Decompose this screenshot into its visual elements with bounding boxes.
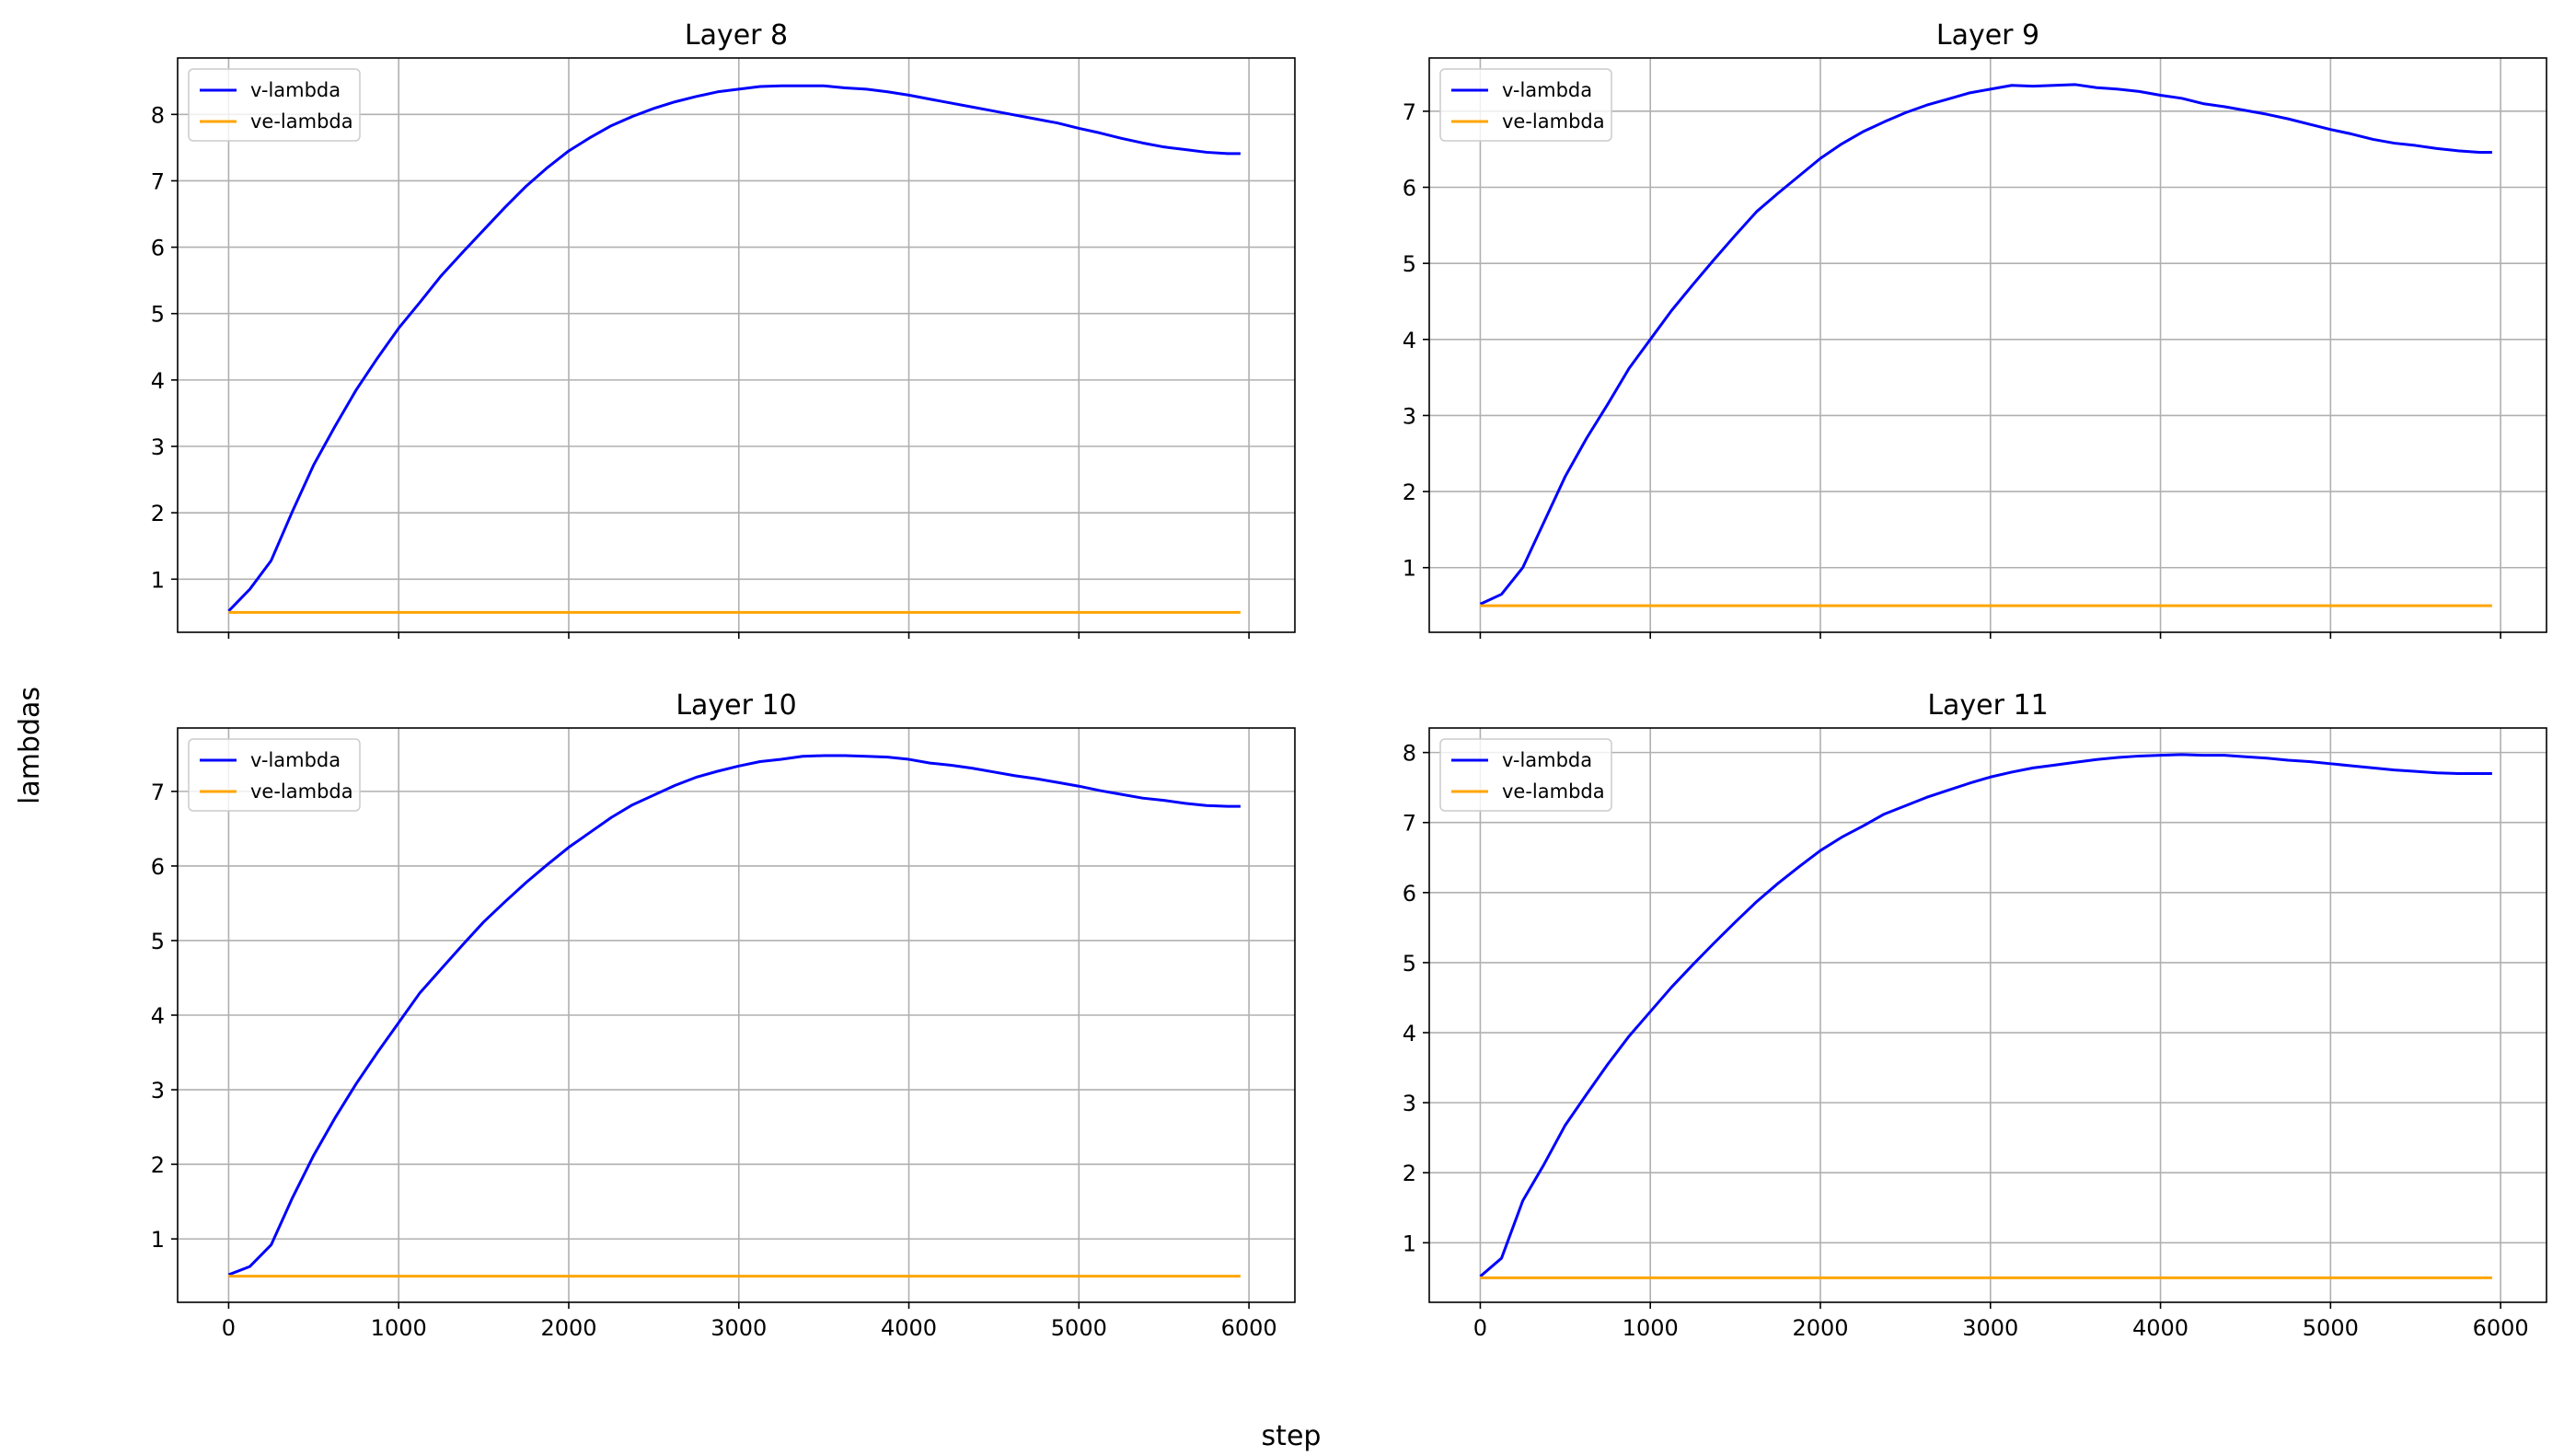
- y-tick-label: 7: [1403, 811, 1416, 837]
- legend-label-ve-lambda: ve-lambda: [1502, 780, 1605, 803]
- x-tick-label: 3000: [1962, 1315, 2018, 1341]
- y-tick-label: 4: [151, 1003, 165, 1029]
- y-tick-label: 6: [1403, 176, 1416, 202]
- x-tick-label: 2000: [540, 1315, 596, 1341]
- legend-label-v-lambda: v-lambda: [1502, 749, 1592, 771]
- x-tick-label: 2000: [1792, 1315, 1848, 1341]
- x-tick-label: 3000: [710, 1315, 767, 1341]
- x-tick-label: 5000: [1051, 1315, 1107, 1341]
- subplot-grid: 1 2 3 4 5 6 7 8 Layer 8 v-lambda ve-lambda 1 2 3 4 5 6 7 L…: [151, 19, 2547, 1341]
- y-tick-label: 5: [151, 929, 165, 954]
- y-tick-label: 4: [151, 368, 165, 394]
- x-tick-label: 6000: [1221, 1315, 1277, 1341]
- legend: v-lambda ve-lambda: [1439, 738, 1612, 812]
- panel-title: Layer 11: [1927, 689, 2048, 722]
- y-tick-label: 2: [1403, 480, 1416, 505]
- legend: v-lambda ve-lambda: [1439, 68, 1612, 142]
- axes-frame: [1428, 57, 2547, 633]
- panel-2: 1 2 3 4 5 6 7 Layer 9 v-lambda ve-lambda: [1403, 19, 2547, 639]
- panel-title: Layer 8: [685, 19, 788, 52]
- axes-frame: [177, 57, 1296, 633]
- y-tick-label: 1: [151, 1227, 165, 1253]
- legend-label-ve-lambda: ve-lambda: [250, 110, 353, 133]
- y-tick-label: 6: [151, 854, 165, 880]
- legend-label-ve-lambda: ve-lambda: [1502, 110, 1605, 133]
- figure-ylabel: lambdas: [14, 687, 46, 804]
- y-tick-label: 8: [1403, 741, 1416, 767]
- legend-label-v-lambda: v-lambda: [250, 79, 341, 101]
- panel-title: Layer 10: [676, 689, 796, 722]
- y-tick-label: 3: [151, 434, 165, 460]
- y-tick-label: 1: [151, 567, 165, 593]
- series-line-v-lambda: [1479, 753, 2492, 1277]
- axes-frame: [1428, 727, 2547, 1303]
- legend: v-lambda ve-lambda: [188, 738, 361, 812]
- y-tick-label: 4: [1403, 1021, 1416, 1046]
- x-tick-label: 4000: [2132, 1315, 2189, 1341]
- y-tick-label: 2: [151, 1152, 165, 1178]
- series-line-v-lambda: [227, 84, 1241, 612]
- y-tick-label: 6: [1403, 881, 1416, 907]
- legend-label-ve-lambda: ve-lambda: [250, 780, 353, 803]
- y-tick-label: 6: [151, 236, 165, 261]
- y-tick-label: 5: [1403, 251, 1416, 277]
- y-tick-label: 3: [1403, 1091, 1416, 1116]
- legend-label-v-lambda: v-lambda: [250, 749, 341, 771]
- x-tick-label: 5000: [2303, 1315, 2359, 1341]
- y-tick-label: 5: [1403, 951, 1416, 976]
- y-tick-label: 7: [151, 780, 165, 805]
- panel-title: Layer 9: [1936, 19, 2039, 52]
- y-tick-label: 2: [151, 501, 165, 526]
- x-tick-label: 0: [1473, 1315, 1487, 1341]
- series-line-v-lambda: [1479, 83, 2492, 606]
- y-tick-label: 2: [1403, 1161, 1416, 1186]
- x-tick-label: 1000: [371, 1315, 427, 1341]
- legend-label-v-lambda: v-lambda: [1502, 79, 1592, 101]
- x-tick-label: 0: [222, 1315, 236, 1341]
- y-tick-label: 4: [1403, 328, 1416, 353]
- y-tick-label: 8: [151, 102, 165, 128]
- figure-xlabel: step: [1262, 1420, 1322, 1452]
- y-tick-label: 5: [151, 302, 165, 328]
- y-tick-label: 7: [1403, 99, 1416, 125]
- y-tick-label: 1: [1403, 1231, 1416, 1256]
- y-tick-label: 1: [1403, 556, 1416, 582]
- panel-3: 0 1000 2000 3000 4000 5000 6000 1 2 3 4 5 6 7 Layer 10…: [151, 689, 1296, 1341]
- legend: v-lambda ve-lambda: [188, 68, 361, 142]
- x-tick-label: 4000: [881, 1315, 937, 1341]
- series-line-v-lambda: [227, 754, 1241, 1277]
- y-tick-label: 3: [151, 1078, 165, 1104]
- x-tick-label: 6000: [2473, 1315, 2529, 1341]
- x-tick-label: 1000: [1623, 1315, 1679, 1341]
- panel-1: 1 2 3 4 5 6 7 8 Layer 8 v-lambda ve-lambda: [151, 19, 1296, 639]
- y-tick-label: 7: [151, 168, 165, 194]
- panel-4: 0 1000 2000 3000 4000 5000 6000 1 2 3 4 5 6 7 8 Layer 1…: [1403, 689, 2547, 1341]
- y-tick-label: 3: [1403, 403, 1416, 429]
